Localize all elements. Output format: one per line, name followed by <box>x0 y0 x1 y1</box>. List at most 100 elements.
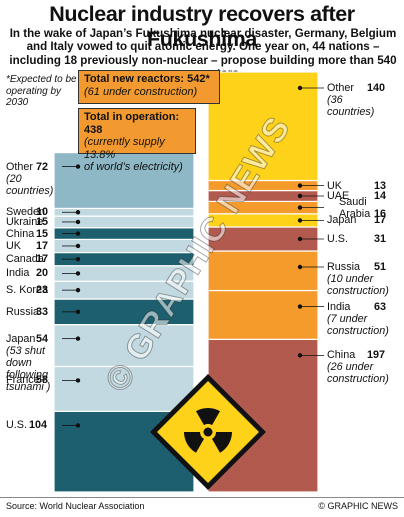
new-label-uk: UK <box>327 180 342 192</box>
new-label-u-s: U.S. <box>327 233 348 245</box>
new-label-saudi-line2-name: Arabia <box>339 207 371 220</box>
oper-label-japan-note: tsunami ) <box>6 380 51 393</box>
radiation-center-icon <box>203 427 213 437</box>
new-label-india: India (7 under construction) <box>327 301 389 337</box>
new-bar-segment-india <box>207 289 319 340</box>
oper-label-s-korea: S. Korea <box>6 284 48 296</box>
radiation-blade-icon-3 <box>184 432 204 453</box>
new-label-india-note: (7 under <box>327 312 368 325</box>
callout-new-title: Total new reactors: 542* <box>84 73 210 85</box>
oper-value-france: 58 <box>36 374 49 387</box>
oper-value-sweden: 10 <box>36 206 49 219</box>
oper-label-uk: UK <box>6 240 21 252</box>
oper-label-other-note: (20 <box>6 172 22 185</box>
new-label-russia-note: construction) <box>327 285 389 297</box>
new-label-uae: UAE <box>327 190 349 202</box>
radiation-blade-icon-2 <box>212 432 232 453</box>
oper-value-china: 15 <box>36 227 49 240</box>
footnote: *Expected to be operating by 2030 <box>6 74 77 108</box>
new-value-saudi-arabia: 16 <box>374 207 387 220</box>
oper-label-russia: Russia <box>6 306 39 318</box>
new-value-u-s: 31 <box>374 232 387 245</box>
callout-oper-sub2: of world’s electricity) <box>84 161 183 173</box>
oper-value-u-s: 104 <box>29 419 48 432</box>
new-label-other: Other (36 countries) <box>327 82 374 118</box>
new-label-india-name: India <box>327 300 351 313</box>
oper-label-u-s-name: U.S. <box>6 419 27 432</box>
oper-label-japan-note: (53 shut <box>6 344 46 357</box>
oper-label-japan-note: down <box>6 356 32 369</box>
oper-label-other-note: countries) <box>6 184 54 197</box>
footer-rule <box>0 497 404 498</box>
new-label-other-note: countries) <box>327 106 375 118</box>
oper-label-china-name: China <box>6 227 35 240</box>
new-label-other-note: (36 <box>327 94 343 106</box>
credit-text: © GRAPHIC NEWS <box>318 501 398 511</box>
radiation-blade-icon-1 <box>196 408 220 426</box>
new-value-china: 197 <box>367 349 386 362</box>
oper-label-canada: Canada <box>6 253 44 265</box>
oper-label-ukraine: Ukraine <box>6 216 43 228</box>
oper-label-russia-name: Russia <box>6 305 40 318</box>
oper-label-japan-name: Japan <box>6 332 36 345</box>
new-label-japan: Japan <box>327 214 356 226</box>
new-value-uk: 13 <box>374 179 387 192</box>
new-value-other: 140 <box>367 82 386 94</box>
oper-label-other: Other (20 countries) <box>6 161 53 197</box>
oper-label-japan-note: following <box>6 368 49 381</box>
new-value-india: 63 <box>374 300 387 313</box>
oper-value-other: 72 <box>36 160 49 173</box>
callout-new-sub: (61 under construction) <box>84 85 198 98</box>
oper-label-sweden-name: Sweden <box>6 206 46 219</box>
oper-label-india-name: India <box>6 267 30 280</box>
new-label-russia-name: Russia <box>327 261 361 273</box>
callout-new-reactors: Total new reactors: 542* (61 under const… <box>78 70 220 104</box>
oper-label-canada-name: Canada <box>6 253 44 266</box>
new-label-uk-name: UK <box>327 179 342 192</box>
oper-value-canada: 17 <box>36 253 49 266</box>
new-label-uae-name: UAE <box>327 189 350 202</box>
page-title: Nuclear industry recovers after Fukushim… <box>49 2 355 51</box>
new-label-saudi-line1: Saudi <box>339 196 367 208</box>
new-label-u-s-name: U.S. <box>327 232 348 245</box>
oper-label-uk-name: UK <box>6 239 21 252</box>
new-value-uae: 14 <box>374 189 387 202</box>
oper-value-s-korea: 23 <box>36 284 49 297</box>
oper-label-u-s: U.S. <box>6 419 27 431</box>
oper-label-other-name: Other <box>6 160 34 173</box>
new-value-japan: 17 <box>374 214 387 227</box>
new-bar-segment-russia <box>207 250 319 292</box>
oper-label-china: China <box>6 228 34 240</box>
oper-value-india: 20 <box>36 267 49 280</box>
callout-oper-title: Total in operation: 438 <box>84 111 180 136</box>
callout-in-operation: Total in operation: 438 (currently suppl… <box>78 108 196 173</box>
oper-value-japan: 54 <box>36 332 49 345</box>
new-value-russia: 51 <box>374 261 387 273</box>
oper-label-france: France <box>6 374 40 386</box>
oper-label-japan: Japan (53 shut down following tsunami ) <box>6 333 50 393</box>
new-label-china-note: construction) <box>327 373 389 386</box>
oper-value-ukraine: 15 <box>36 215 49 228</box>
new-label-japan-name: Japan <box>327 214 357 227</box>
oper-bar-segment-japan <box>53 324 195 368</box>
source-text: Source: World Nuclear Association <box>6 501 145 511</box>
new-label-india-note: construction) <box>327 324 389 337</box>
oper-label-india: India <box>6 267 29 279</box>
new-label-saudi-line1-name: Saudi <box>339 195 367 208</box>
oper-label-france-name: France <box>6 374 40 387</box>
oper-bar-segment-france <box>53 365 195 413</box>
oper-label-s-korea-name: S. Korea <box>6 284 49 297</box>
oper-value-uk: 17 <box>36 239 49 252</box>
oper-bar-segment-other <box>53 151 195 209</box>
new-label-china-note: (26 under <box>327 361 374 374</box>
new-label-russia-note: (10 under <box>327 273 374 285</box>
new-label-russia: Russia (10 under construction) <box>327 261 389 297</box>
oper-label-ukraine-name: Ukraine <box>6 215 44 228</box>
new-label-saudi-line2: Arabia <box>339 208 370 220</box>
oper-value-russia: 33 <box>36 305 49 318</box>
oper-label-sweden: Sweden <box>6 206 45 218</box>
new-label-china: China (26 under construction) <box>327 349 389 385</box>
new-label-china-name: China <box>327 349 356 362</box>
